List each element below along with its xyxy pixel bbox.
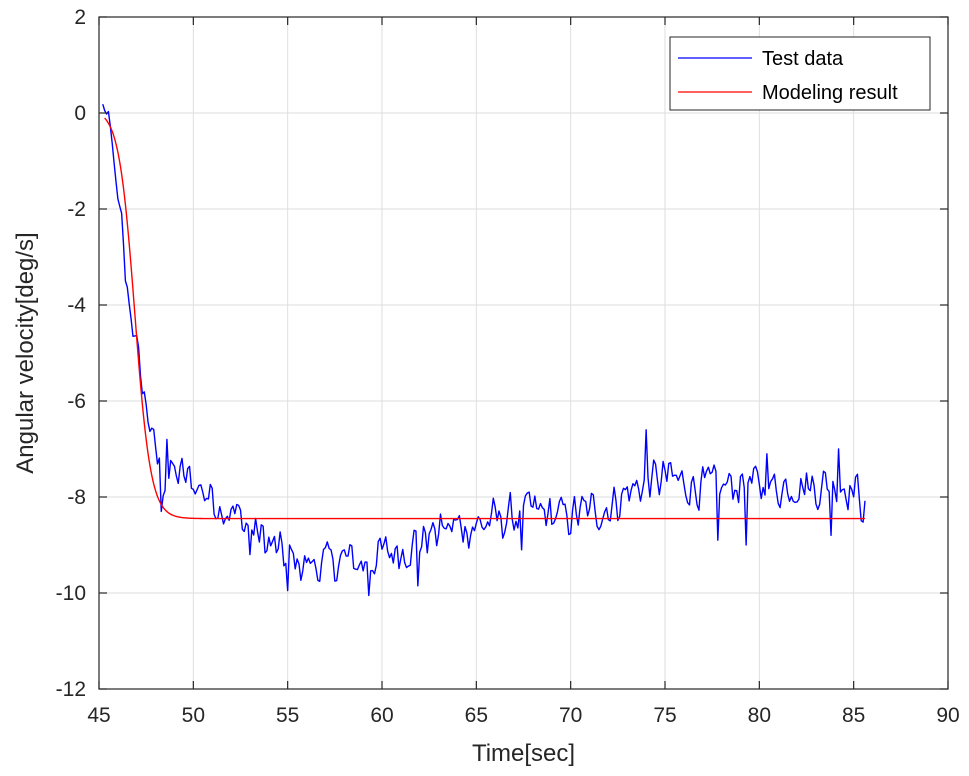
ticks	[98, 16, 949, 690]
legend-label-test-data: Test data	[762, 48, 844, 70]
axes-box	[98, 16, 949, 690]
modeling-result-line	[104, 117, 865, 520]
legend-label-modeling-result: Modeling result	[762, 82, 898, 104]
x-tick-label: 55	[276, 704, 299, 727]
tick-labels: 45 50 55 60 65 70 75 80 85 90 -12 -10 -8 -6 -4 -2 0 2	[56, 6, 960, 727]
y-tick-label: -12	[56, 678, 86, 701]
y-tick-label: 0	[74, 102, 86, 125]
y-tick-label: 2	[74, 6, 86, 29]
x-tick-label: 80	[748, 704, 771, 727]
x-tick-label: 70	[559, 704, 582, 727]
legend: Test data Modeling result	[669, 36, 931, 111]
series-layer	[102, 103, 866, 597]
grid	[99, 17, 948, 689]
x-tick-label: 65	[465, 704, 488, 727]
x-tick-label: 90	[936, 704, 959, 727]
y-tick-label: -8	[67, 486, 86, 509]
x-tick-label: 60	[370, 704, 393, 727]
x-axis-label: Time[sec]	[472, 740, 575, 767]
x-tick-label: 85	[842, 704, 865, 727]
x-tick-label: 75	[653, 704, 676, 727]
y-tick-label: -2	[67, 198, 86, 221]
legend-box	[669, 36, 931, 111]
test-data-line	[102, 103, 866, 597]
x-tick-label: 50	[182, 704, 205, 727]
y-axis-label: Angular velocity[deg/s]	[12, 232, 39, 473]
y-tick-label: -4	[67, 294, 86, 317]
y-tick-label: -10	[56, 582, 86, 605]
x-tick-label: 45	[87, 704, 110, 727]
plot-area	[99, 17, 948, 689]
y-tick-label: -6	[67, 390, 86, 413]
